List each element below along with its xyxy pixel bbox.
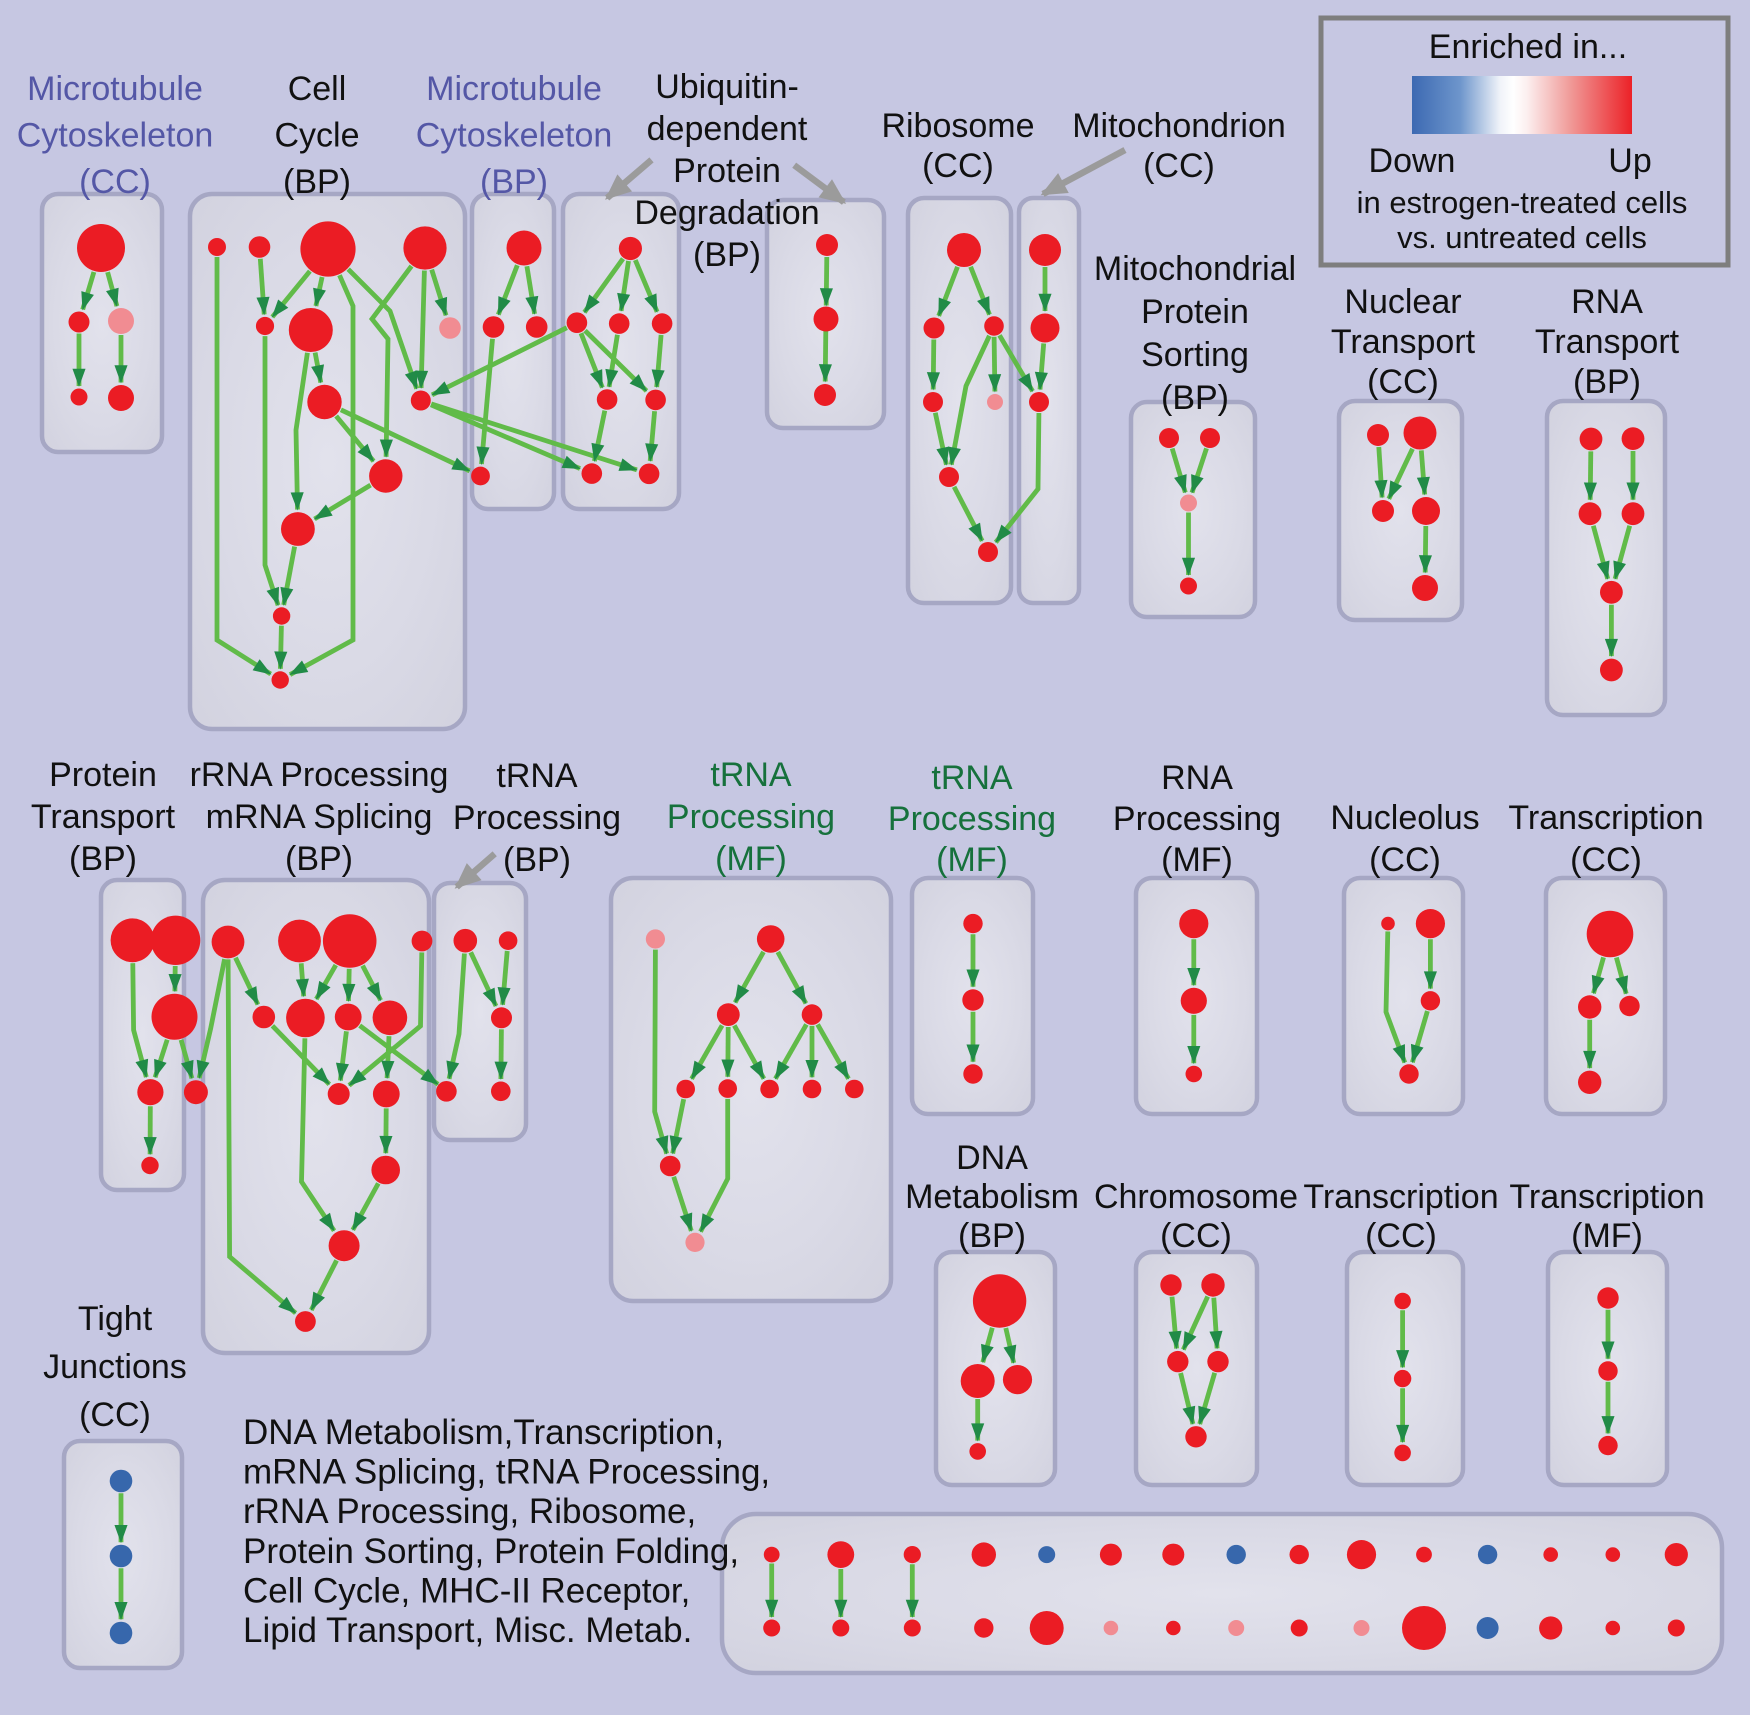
svg-text:in estrogen-treated cells: in estrogen-treated cells bbox=[1357, 185, 1688, 220]
svg-text:Protein Sorting, Protein Foldi: Protein Sorting, Protein Folding, bbox=[243, 1532, 739, 1571]
svg-text:Protein: Protein bbox=[49, 756, 157, 794]
svg-text:(BP): (BP) bbox=[69, 840, 137, 878]
svg-text:(CC): (CC) bbox=[1570, 841, 1642, 879]
svg-text:Lipid Transport, Misc. Metab.: Lipid Transport, Misc. Metab. bbox=[243, 1611, 692, 1650]
svg-text:Protein: Protein bbox=[1141, 293, 1249, 331]
svg-text:Tight: Tight bbox=[78, 1300, 153, 1338]
svg-text:(MF): (MF) bbox=[1571, 1217, 1643, 1255]
svg-text:(BP): (BP) bbox=[480, 163, 548, 201]
svg-text:tRNA: tRNA bbox=[931, 759, 1013, 797]
svg-text:DNA: DNA bbox=[956, 1139, 1028, 1177]
svg-text:Mitochondrial: Mitochondrial bbox=[1094, 250, 1296, 288]
svg-text:(BP): (BP) bbox=[283, 163, 351, 201]
svg-text:(CC): (CC) bbox=[79, 163, 151, 201]
svg-text:(CC): (CC) bbox=[1143, 147, 1215, 185]
svg-text:Cytoskeleton: Cytoskeleton bbox=[17, 117, 214, 155]
svg-text:Transport: Transport bbox=[1331, 323, 1476, 361]
svg-text:Transport: Transport bbox=[31, 798, 176, 836]
svg-text:Chromosome: Chromosome bbox=[1094, 1178, 1298, 1216]
svg-text:(MF): (MF) bbox=[715, 840, 787, 878]
svg-text:(BP): (BP) bbox=[1573, 363, 1641, 401]
svg-text:Protein: Protein bbox=[673, 152, 781, 190]
svg-text:Ribosome: Ribosome bbox=[881, 107, 1034, 145]
svg-text:Degradation: Degradation bbox=[634, 194, 819, 232]
svg-text:(MF): (MF) bbox=[1161, 841, 1233, 879]
svg-text:Transcription: Transcription bbox=[1508, 799, 1703, 837]
svg-text:Transcription: Transcription bbox=[1509, 1178, 1704, 1216]
svg-text:Transport: Transport bbox=[1535, 323, 1680, 361]
svg-text:(CC): (CC) bbox=[79, 1396, 151, 1434]
svg-text:Nuclear: Nuclear bbox=[1344, 283, 1461, 321]
svg-text:Enriched in...: Enriched in... bbox=[1429, 28, 1627, 66]
svg-text:tRNA: tRNA bbox=[710, 756, 792, 794]
svg-text:Processing: Processing bbox=[453, 799, 621, 837]
svg-text:Down: Down bbox=[1369, 142, 1456, 180]
svg-text:Cycle: Cycle bbox=[274, 117, 359, 155]
svg-text:RNA: RNA bbox=[1571, 283, 1643, 321]
svg-text:(BP): (BP) bbox=[693, 236, 761, 274]
svg-text:dependent: dependent bbox=[647, 110, 808, 148]
svg-text:(CC): (CC) bbox=[1367, 363, 1439, 401]
svg-text:Microtubule: Microtubule bbox=[27, 70, 203, 108]
svg-text:(BP): (BP) bbox=[958, 1217, 1026, 1255]
svg-text:Mitochondrion: Mitochondrion bbox=[1072, 107, 1286, 145]
svg-text:Processing: Processing bbox=[667, 798, 835, 836]
svg-text:Transcription: Transcription bbox=[1303, 1178, 1498, 1216]
svg-text:(MF): (MF) bbox=[936, 841, 1008, 879]
svg-text:vs. untreated cells: vs. untreated cells bbox=[1397, 220, 1647, 255]
svg-text:rRNA Processing: rRNA Processing bbox=[190, 756, 449, 794]
svg-text:rRNA Processing, Ribosome,: rRNA Processing, Ribosome, bbox=[243, 1492, 696, 1531]
svg-text:Nucleolus: Nucleolus bbox=[1330, 799, 1479, 837]
svg-text:tRNA: tRNA bbox=[496, 757, 578, 795]
svg-text:(CC): (CC) bbox=[1369, 841, 1441, 879]
svg-text:Processing: Processing bbox=[888, 800, 1056, 838]
svg-text:Ubiquitin-: Ubiquitin- bbox=[655, 68, 799, 106]
svg-text:Sorting: Sorting bbox=[1141, 336, 1249, 374]
svg-text:Up: Up bbox=[1608, 142, 1651, 180]
svg-text:Cell: Cell bbox=[288, 70, 347, 108]
svg-text:(CC): (CC) bbox=[1160, 1217, 1232, 1255]
svg-text:(BP): (BP) bbox=[285, 840, 353, 878]
svg-text:(CC): (CC) bbox=[922, 147, 994, 185]
svg-text:mRNA Splicing: mRNA Splicing bbox=[206, 798, 433, 836]
svg-text:(BP): (BP) bbox=[1161, 379, 1229, 417]
svg-text:(CC): (CC) bbox=[1365, 1217, 1437, 1255]
svg-text:Metabolism: Metabolism bbox=[905, 1178, 1079, 1216]
svg-text:Junctions: Junctions bbox=[43, 1348, 187, 1386]
svg-text:Processing: Processing bbox=[1113, 800, 1281, 838]
svg-text:mRNA Splicing, tRNA Processing: mRNA Splicing, tRNA Processing, bbox=[243, 1453, 770, 1492]
svg-text:RNA: RNA bbox=[1161, 759, 1233, 797]
svg-text:(BP): (BP) bbox=[503, 841, 571, 879]
svg-text:DNA Metabolism,Transcription,: DNA Metabolism,Transcription, bbox=[243, 1413, 724, 1452]
svg-text:Microtubule: Microtubule bbox=[426, 70, 602, 108]
svg-text:Cell Cycle, MHC-II Receptor,: Cell Cycle, MHC-II Receptor, bbox=[243, 1571, 690, 1610]
svg-text:Cytoskeleton: Cytoskeleton bbox=[416, 117, 613, 155]
